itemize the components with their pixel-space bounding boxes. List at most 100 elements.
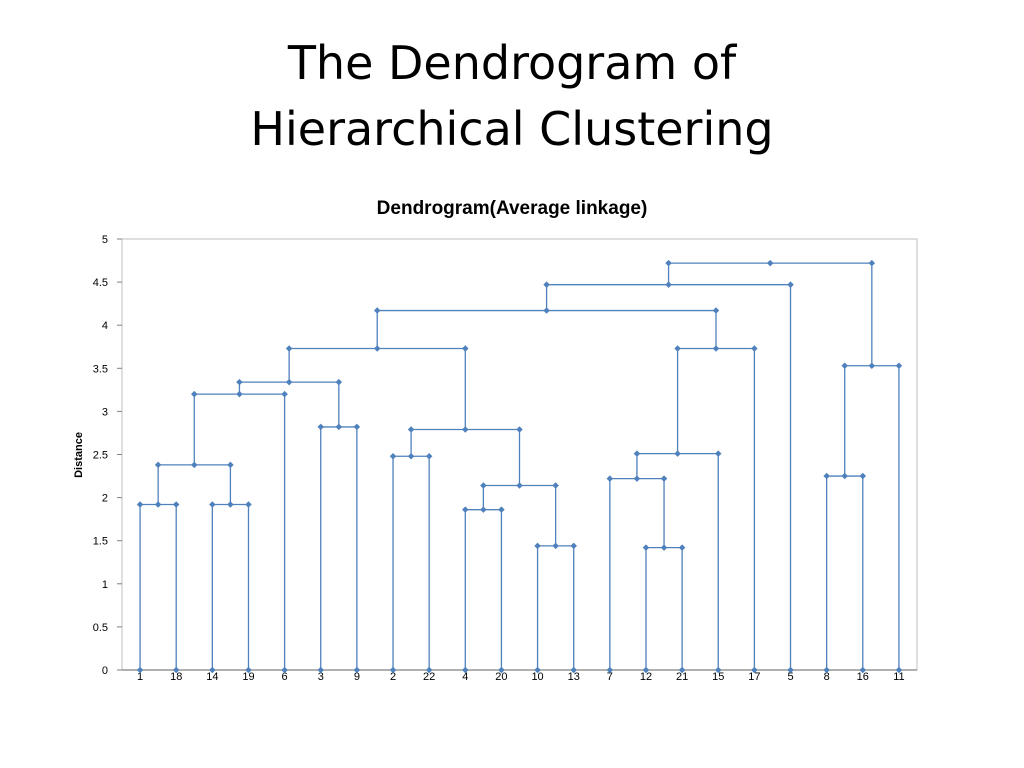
merge-marker	[859, 472, 867, 480]
merge-marker	[714, 450, 722, 457]
leaf-marker	[859, 666, 867, 674]
merge-marker	[480, 482, 487, 489]
merge-marker	[674, 450, 681, 457]
leaf-marker	[389, 666, 397, 674]
leaf-marker	[534, 666, 541, 674]
merge-marker	[335, 423, 343, 431]
merge-marker	[552, 542, 559, 550]
merge-marker	[660, 475, 668, 482]
y-axis-label: Distance	[73, 432, 85, 478]
x-tick-label: 12	[640, 671, 652, 683]
x-tick-label: 2	[390, 671, 396, 683]
x-tick-label: 16	[857, 671, 869, 683]
leaf-marker	[172, 666, 180, 674]
leaf-marker	[678, 666, 686, 674]
chart-title: Dendrogram(Average linkage)	[377, 198, 648, 219]
merge-marker	[227, 501, 234, 508]
merge-marker	[281, 390, 288, 398]
merge-marker	[534, 542, 541, 550]
x-tick-label: 6	[282, 671, 288, 683]
leaf-marker	[498, 666, 505, 674]
merge-marker	[245, 501, 252, 508]
merge-marker	[543, 307, 550, 314]
merge-marker	[154, 461, 162, 469]
leaf-marker	[606, 666, 614, 674]
leaf-marker	[895, 666, 903, 674]
slide-title-line-1: The Dendrogram of	[287, 36, 737, 90]
merge-marker	[868, 362, 876, 369]
y-tick-label: 4	[102, 320, 108, 332]
merge-marker	[236, 390, 243, 398]
merge-marker	[712, 307, 720, 314]
merge-marker	[678, 544, 686, 551]
slide-title-line-2: Hierarchical Clustering	[250, 102, 774, 156]
merge-marker	[712, 345, 720, 352]
y-tick-label: 2	[102, 493, 108, 505]
dendrogram-links	[139, 262, 900, 670]
merge-marker	[317, 423, 325, 431]
merge-marker	[172, 501, 180, 508]
x-tick-label: 3	[318, 671, 324, 683]
merge-marker	[191, 390, 198, 398]
y-tick-label: 0.5	[93, 622, 108, 634]
leaf-marker	[751, 666, 758, 674]
x-tick-label: 17	[748, 671, 760, 683]
merge-marker	[841, 362, 848, 369]
merge-marker	[642, 544, 650, 551]
merge-marker	[353, 423, 361, 431]
merge-marker	[389, 452, 397, 460]
leaf-marker	[714, 666, 722, 674]
merge-marker	[516, 426, 523, 433]
merge-marker	[373, 307, 381, 314]
merge-marker	[823, 472, 830, 480]
x-tick-label: 21	[676, 671, 688, 683]
x-tick-label: 9	[354, 671, 360, 683]
x-tick-label: 11	[893, 671, 904, 683]
y-tick-label: 3.5	[93, 363, 108, 375]
dendrogram-nodes	[136, 259, 903, 674]
x-tick-label: 19	[242, 671, 254, 683]
leaf-marker	[353, 666, 361, 674]
merge-marker	[227, 461, 234, 469]
x-tick-label: 15	[712, 671, 724, 683]
leaf-marker	[570, 666, 577, 674]
merge-marker	[787, 281, 794, 288]
merge-marker	[543, 281, 550, 288]
merge-marker	[373, 345, 381, 352]
y-tick-label: 3	[102, 406, 108, 418]
leaf-marker	[281, 666, 288, 674]
merge-marker	[516, 482, 523, 489]
merge-marker	[766, 259, 774, 267]
x-tick-label: 14	[206, 671, 218, 683]
y-tick-label: 1	[102, 579, 108, 591]
merge-marker	[552, 482, 559, 489]
x-tick-label: 10	[531, 671, 543, 683]
merge-marker	[498, 506, 505, 513]
merge-marker	[407, 426, 415, 433]
x-tick-label: 7	[607, 671, 613, 683]
leaf-marker	[462, 666, 469, 674]
leaf-marker	[787, 666, 794, 674]
x-tick-label: 20	[495, 671, 507, 683]
merge-marker	[335, 378, 343, 386]
x-tick-label: 22	[423, 671, 435, 683]
merge-marker	[154, 501, 162, 508]
merge-marker	[425, 452, 433, 460]
merge-marker	[895, 362, 903, 369]
merge-marker	[570, 542, 577, 550]
merge-marker	[751, 345, 758, 352]
merge-marker	[633, 450, 641, 457]
x-axis-ticks: 1 18 14 19 6 3 9 2 22 4 20 10 13 7 12 21 15 17 5 8 16 11	[137, 671, 905, 683]
y-tick-label: 5	[102, 234, 108, 246]
merge-marker	[674, 345, 681, 352]
slide-title: The Dendrogram of Hierarchical Clusterin…	[0, 30, 1024, 162]
x-tick-label: 1	[137, 671, 143, 683]
merge-marker	[480, 506, 487, 513]
y-tick-label: 1.5	[93, 536, 108, 548]
y-tick-label: 2.5	[93, 450, 108, 462]
merge-marker	[868, 259, 876, 267]
y-axis-ticks: 0 0.5 1 1.5 2 2.5 3 3.5 4 4.5 5	[93, 234, 122, 677]
leaf-marker	[245, 666, 252, 674]
x-tick-label: 5	[787, 671, 793, 683]
